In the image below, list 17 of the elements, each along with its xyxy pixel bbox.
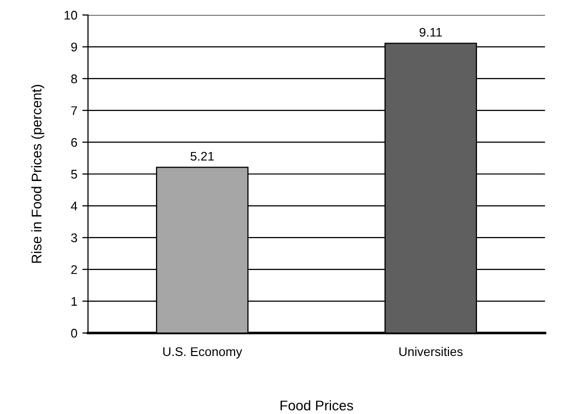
x-axis-title: Food Prices — [280, 400, 354, 410]
y-axis-title: Rise in Food Prices (percent) — [31, 84, 44, 263]
y-tick-label: 9 — [71, 42, 77, 52]
y-tick-label: 3 — [71, 233, 78, 242]
y-tick-label: 7 — [71, 106, 77, 115]
y-tick-label: 8 — [71, 74, 78, 84]
y-tick-label: 5 — [71, 170, 78, 179]
y-tick-label: 1 — [72, 297, 77, 306]
data-label: 5.21 — [190, 152, 214, 161]
data-label: 9.11 — [420, 28, 442, 37]
x-tick-label: U.S. Economy — [163, 347, 242, 359]
y-tick-label: 4 — [70, 202, 78, 210]
y-tick-label: 6 — [71, 138, 78, 147]
y-tick-label: 2 — [71, 265, 77, 274]
y-tick-label: 10 — [64, 10, 78, 20]
y-tick-label: 0 — [71, 328, 78, 338]
x-tick-label: Universities — [399, 346, 463, 356]
